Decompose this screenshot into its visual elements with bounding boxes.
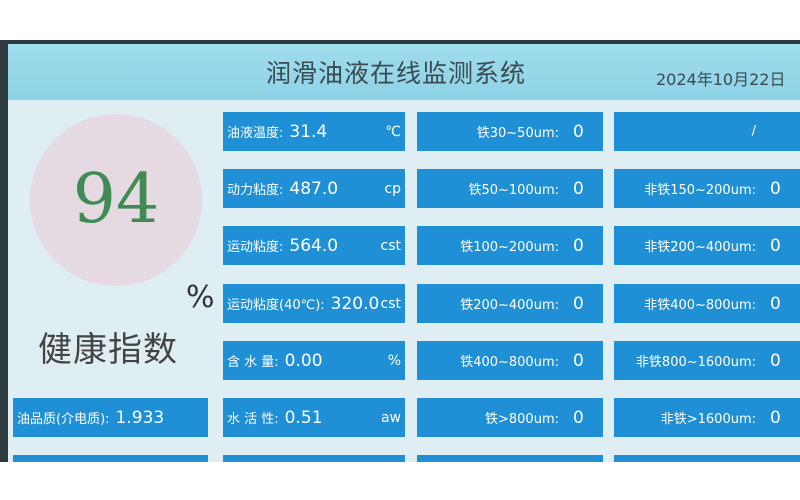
param-unit: % bbox=[387, 352, 401, 369]
ferrous-particle-value: 0 bbox=[573, 121, 584, 142]
param-label: 水 活 性: bbox=[227, 412, 279, 427]
empty-box bbox=[223, 455, 405, 462]
param-value: 487.0 bbox=[289, 178, 339, 199]
date-display: 2024年10月22日 bbox=[656, 70, 786, 89]
nonferrous-particle-value: 0 bbox=[770, 178, 781, 199]
param-label: 运动粘度(40℃): bbox=[227, 298, 325, 313]
param-unit: ℃ bbox=[385, 123, 401, 140]
nonferrous-particle-box: 非铁>1600um: 0 bbox=[614, 398, 800, 437]
nonferrous-particle-value: 0 bbox=[770, 235, 781, 256]
health-label: 健康指数 bbox=[38, 330, 178, 370]
param-label: 动力粘度: bbox=[227, 183, 284, 198]
ferrous-particle-box: 铁100~200um: 0 bbox=[417, 226, 603, 265]
nonferrous-particle-value: 0 bbox=[770, 350, 781, 371]
ferrous-particle-value: 0 bbox=[573, 407, 584, 428]
nonferrous-particle-box: 非铁400~800um: 0 bbox=[614, 284, 800, 323]
ferrous-particle-label: 铁400~800um: bbox=[460, 355, 559, 370]
nonferrous-particle-value: 0 bbox=[770, 293, 781, 314]
param-value: 31.4 bbox=[289, 121, 328, 142]
monitor-screen: 润滑油液在线监测系统 2024年10月22日 94 % 健康指数 油品质(介电质… bbox=[0, 40, 800, 462]
empty-box bbox=[13, 455, 208, 462]
param-value: 0.51 bbox=[284, 407, 323, 428]
param-box: 油液温度: 31.4 ℃ bbox=[223, 112, 405, 151]
param-box: 水 活 性: 0.51 aw bbox=[223, 398, 405, 437]
param-value: 0.00 bbox=[284, 350, 323, 371]
ferrous-particle-value: 0 bbox=[573, 293, 584, 314]
param-unit: cst bbox=[380, 295, 401, 312]
param-label: 含 水 量: bbox=[227, 355, 279, 370]
nonferrous-particle-label: 非铁>1600um: bbox=[660, 412, 756, 427]
nonferrous-particle-box: 非铁800~1600um: 0 bbox=[614, 341, 800, 380]
nonferrous-particle-box: / bbox=[614, 112, 800, 151]
param-box: 含 水 量: 0.00% bbox=[223, 341, 405, 380]
ferrous-particle-label: 铁>800um: bbox=[485, 412, 559, 427]
ferrous-particle-label: 铁100~200um: bbox=[460, 240, 559, 255]
param-box: 运动粘度: 564.0 cst bbox=[223, 226, 405, 265]
param-label: 运动粘度: bbox=[227, 240, 284, 255]
header-bar: 润滑油液在线监测系统 2024年10月22日 bbox=[8, 44, 800, 100]
nonferrous-particle-box: 非铁200~400um: 0 bbox=[614, 226, 800, 265]
nonferrous-particle-label: / bbox=[751, 124, 756, 139]
health-gauge: 94 bbox=[30, 114, 202, 286]
param-unit: aw bbox=[380, 409, 401, 426]
param-box: 动力粘度: 487.0 cp bbox=[223, 169, 405, 208]
ferrous-particle-box: 铁>800um: 0 bbox=[417, 398, 603, 437]
nonferrous-particle-label: 非铁150~200um: bbox=[644, 183, 756, 198]
ferrous-particle-label: 铁200~400um: bbox=[460, 298, 559, 313]
ferrous-particle-label: 铁30~50um: bbox=[476, 126, 559, 141]
ferrous-particle-value: 0 bbox=[573, 350, 584, 371]
param-value: 564.0 bbox=[289, 235, 339, 256]
ferrous-particle-label: 铁50~100um: bbox=[468, 183, 559, 198]
empty-box bbox=[417, 455, 603, 462]
nonferrous-particle-value: 0 bbox=[770, 407, 781, 428]
ferrous-particle-box: 铁400~800um: 0 bbox=[417, 341, 603, 380]
nonferrous-particle-box: 非铁150~200um: 0 bbox=[614, 169, 800, 208]
empty-box bbox=[614, 455, 800, 462]
nonferrous-particle-label: 非铁400~800um: bbox=[644, 298, 756, 313]
oil-quality-label: 油品质(介电质): bbox=[17, 412, 110, 427]
page-title: 润滑油液在线监测系统 bbox=[266, 59, 527, 88]
ferrous-particle-box: 铁200~400um: 0 bbox=[417, 284, 603, 323]
nonferrous-particle-label: 非铁800~1600um: bbox=[635, 355, 756, 370]
param-box: 运动粘度(40℃): 320.0 cst bbox=[223, 284, 405, 323]
oil-quality-value: 1.933 bbox=[115, 407, 165, 428]
ferrous-particle-value: 0 bbox=[573, 235, 584, 256]
nonferrous-particle-label: 非铁200~400um: bbox=[644, 240, 756, 255]
health-unit: % bbox=[186, 280, 215, 315]
ferrous-particle-box: 铁30~50um: 0 bbox=[417, 112, 603, 151]
oil-quality-box: 油品质(介电质): 1.933 bbox=[13, 398, 208, 437]
ferrous-particle-value: 0 bbox=[573, 178, 584, 199]
param-label: 油液温度: bbox=[227, 126, 284, 141]
param-value: 320.0 bbox=[330, 293, 380, 314]
health-score: 94 bbox=[72, 160, 160, 239]
ferrous-particle-box: 铁50~100um: 0 bbox=[417, 169, 603, 208]
param-unit: cst bbox=[380, 237, 401, 254]
param-unit: cp bbox=[384, 180, 401, 197]
